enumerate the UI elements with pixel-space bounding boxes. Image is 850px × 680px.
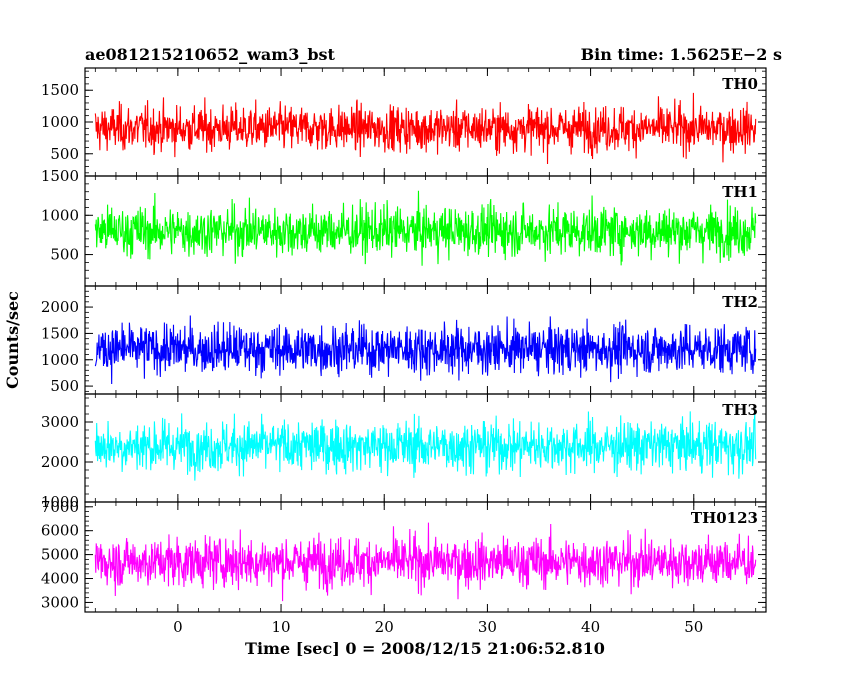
panels-group: 500 1000 1500 TH0 500 1000 1500 TH1 500 1000 1500 2… [41,67,767,613]
x-tick-label: 20 [375,618,394,636]
x-tick-label: 40 [581,618,600,636]
y-tick-label: 500 [50,145,79,163]
panel-th3: 1000 2000 3000 TH3 [41,393,767,511]
y-tick-label: 3000 [41,413,79,431]
x-axis: 0 10 20 30 40 50 [173,618,703,636]
panel-label-th1: TH1 [722,183,758,201]
x-tick-label: 30 [478,618,497,636]
y-tick-label: 1500 [41,324,79,342]
panel-th0: 500 1000 1500 TH0 [41,67,767,177]
y-tick-label: 6000 [41,522,79,540]
y-tick-label: 2000 [41,298,79,316]
series-line-th0123 [94,522,757,602]
y-tick-label: 2000 [41,453,79,471]
y-tick-label: 500 [50,246,79,264]
y-tick-label: 7000 [41,498,79,516]
chart-title: ae081215210652_wam3_bst [85,45,336,64]
series-line-th0 [94,92,757,164]
panel-label-th0123: TH0123 [691,509,758,527]
panel-th0123: 3000 4000 5000 6000 7000 TH0123 [41,498,767,613]
panel-th1: 500 1000 1500 TH1 [41,167,767,287]
panel-label-th2: TH2 [722,293,758,311]
x-tick-label: 0 [173,618,183,636]
y-tick-label: 1500 [41,81,79,99]
x-tick-label: 10 [271,618,290,636]
y-tick-label: 5000 [41,546,79,564]
y-tick-label: 1000 [41,351,79,369]
panel-label-th3: TH3 [722,401,758,419]
bin-time-label: Bin time: 1.5625E−2 s [581,45,782,64]
panel-label-th0: TH0 [722,75,758,93]
panel-th2: 500 1000 1500 2000 TH2 [41,285,767,395]
y-tick-label: 500 [50,377,79,395]
y-tick-label: 1000 [41,113,79,131]
x-axis-title: Time [sec] 0 = 2008/12/15 21:06:52.810 [245,639,605,658]
y-axis-title: Counts/sec [3,291,22,389]
series-line-th1 [94,190,757,266]
y-tick-label: 4000 [41,570,79,588]
series-line-th2 [94,315,757,384]
y-tick-label: 1000 [41,206,79,224]
y-tick-label: 1000 [41,493,79,511]
y-tick-label: 3000 [41,593,79,611]
series-line-th3 [94,411,757,481]
x-tick-label: 50 [684,618,703,636]
y-tick-label: 1500 [41,167,79,185]
